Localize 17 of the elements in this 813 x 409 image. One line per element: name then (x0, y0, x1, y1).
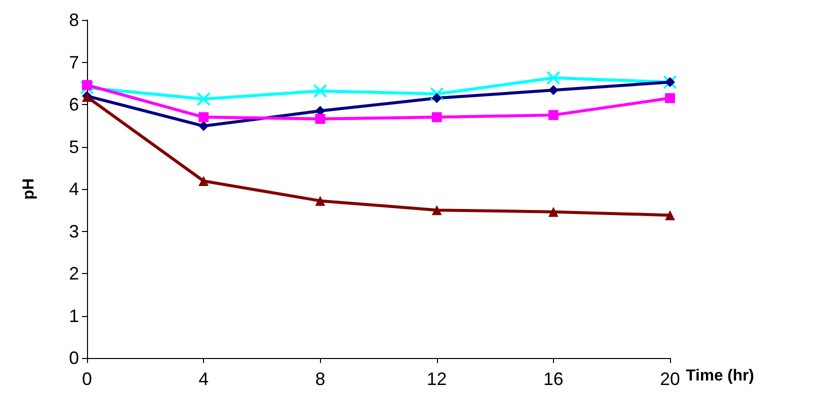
x-tick-label: 4 (198, 369, 209, 389)
y-tick-label: 6 (68, 94, 79, 114)
y-tick-label: 7 (68, 52, 79, 72)
y-tick-label: 8 (68, 10, 79, 30)
x-tick-label: 20 (660, 369, 680, 389)
y-tick-label: 2 (68, 264, 79, 284)
x-tick-label: 12 (426, 369, 447, 389)
x-axis-title: Time (hr) (686, 368, 754, 384)
y-tick-label: 0 (68, 348, 79, 368)
y-tick-label: 4 (68, 179, 79, 199)
y-tick-label: 1 (68, 306, 79, 326)
y-tick-label: 5 (68, 136, 79, 157)
x-tick-label: 8 (315, 369, 326, 389)
x-tick-label: 16 (543, 369, 564, 389)
y-axis-title: pH (20, 178, 38, 200)
x-tick-label: 0 (82, 369, 92, 389)
y-tick-label: 3 (68, 221, 79, 242)
